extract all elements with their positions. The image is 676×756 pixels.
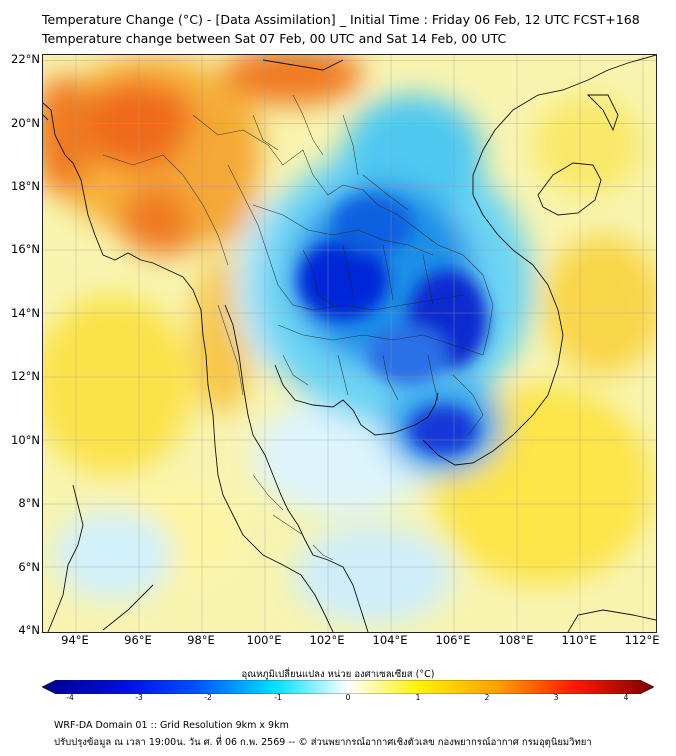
- lat-label: 10°N: [11, 433, 40, 447]
- lat-label: 18°N: [11, 179, 40, 193]
- lon-label: 100°E: [246, 633, 282, 647]
- lat-label: 14°N: [11, 306, 40, 320]
- lon-label: 98°E: [187, 633, 215, 647]
- colorbar-tick: 3: [553, 693, 559, 702]
- lon-label: 102°E: [309, 633, 345, 647]
- footer-update-info: ปรับปรุงข้อมูล ณ เวลา 19:00น. วัน ศ. ที่…: [54, 737, 592, 748]
- colorbar-tick: 2: [484, 693, 490, 702]
- colorbar-tick: 1: [415, 693, 421, 702]
- lon-label: 108°E: [498, 633, 534, 647]
- temperature-field-core: [298, 195, 488, 455]
- lon-label: 104°E: [372, 633, 408, 647]
- lon-label: 94°E: [61, 633, 89, 647]
- colorbar-ramp: [41, 679, 655, 695]
- coastlines: [43, 55, 656, 632]
- lat-label: 12°N: [11, 369, 40, 383]
- footer-model-info: WRF-DA Domain 01 :: Grid Resolution 9km …: [54, 720, 289, 731]
- lat-label: 20°N: [11, 116, 40, 130]
- temperature-change-map: [42, 54, 657, 633]
- lon-label: 106°E: [435, 633, 471, 647]
- lat-label: 4°N: [18, 623, 40, 637]
- graticule: [43, 55, 656, 632]
- map-subtitle: Temperature change between Sat 07 Feb, 0…: [42, 31, 507, 46]
- map-title: Temperature Change (°C) - [Data Assimila…: [42, 12, 640, 27]
- lon-label: 112°E: [624, 633, 660, 647]
- lat-label: 16°N: [11, 242, 40, 256]
- lon-label: 110°E: [561, 633, 597, 647]
- province-borders: [102, 94, 494, 561]
- lon-label: 96°E: [124, 633, 152, 647]
- lat-label: 8°N: [18, 496, 40, 510]
- lat-label: 22°N: [11, 52, 40, 66]
- temperature-field: [43, 55, 656, 625]
- colorbar-tick: 4: [623, 693, 629, 702]
- map-canvas: [43, 55, 656, 632]
- colorbar-title: อุณหภูมิเปลี่ยนแปลง หน่วย องศาเซลเซียส (…: [241, 669, 435, 680]
- colorbar-tick: -3: [135, 693, 143, 702]
- colorbar-tick: -2: [204, 693, 212, 702]
- colorbar-tick: -1: [274, 693, 282, 702]
- lat-label: 6°N: [18, 560, 40, 574]
- colorbar-tick: -4: [66, 693, 74, 702]
- colorbar-tick: 0: [345, 693, 351, 702]
